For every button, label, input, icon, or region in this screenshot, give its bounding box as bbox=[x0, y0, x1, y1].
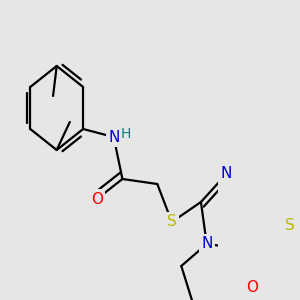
Text: O: O bbox=[91, 191, 103, 206]
Text: O: O bbox=[246, 280, 258, 295]
Text: S: S bbox=[286, 218, 295, 233]
Text: N: N bbox=[221, 167, 232, 182]
Text: N: N bbox=[108, 130, 119, 145]
Text: H: H bbox=[120, 127, 130, 141]
Text: N: N bbox=[201, 236, 212, 251]
Text: S: S bbox=[167, 214, 177, 230]
